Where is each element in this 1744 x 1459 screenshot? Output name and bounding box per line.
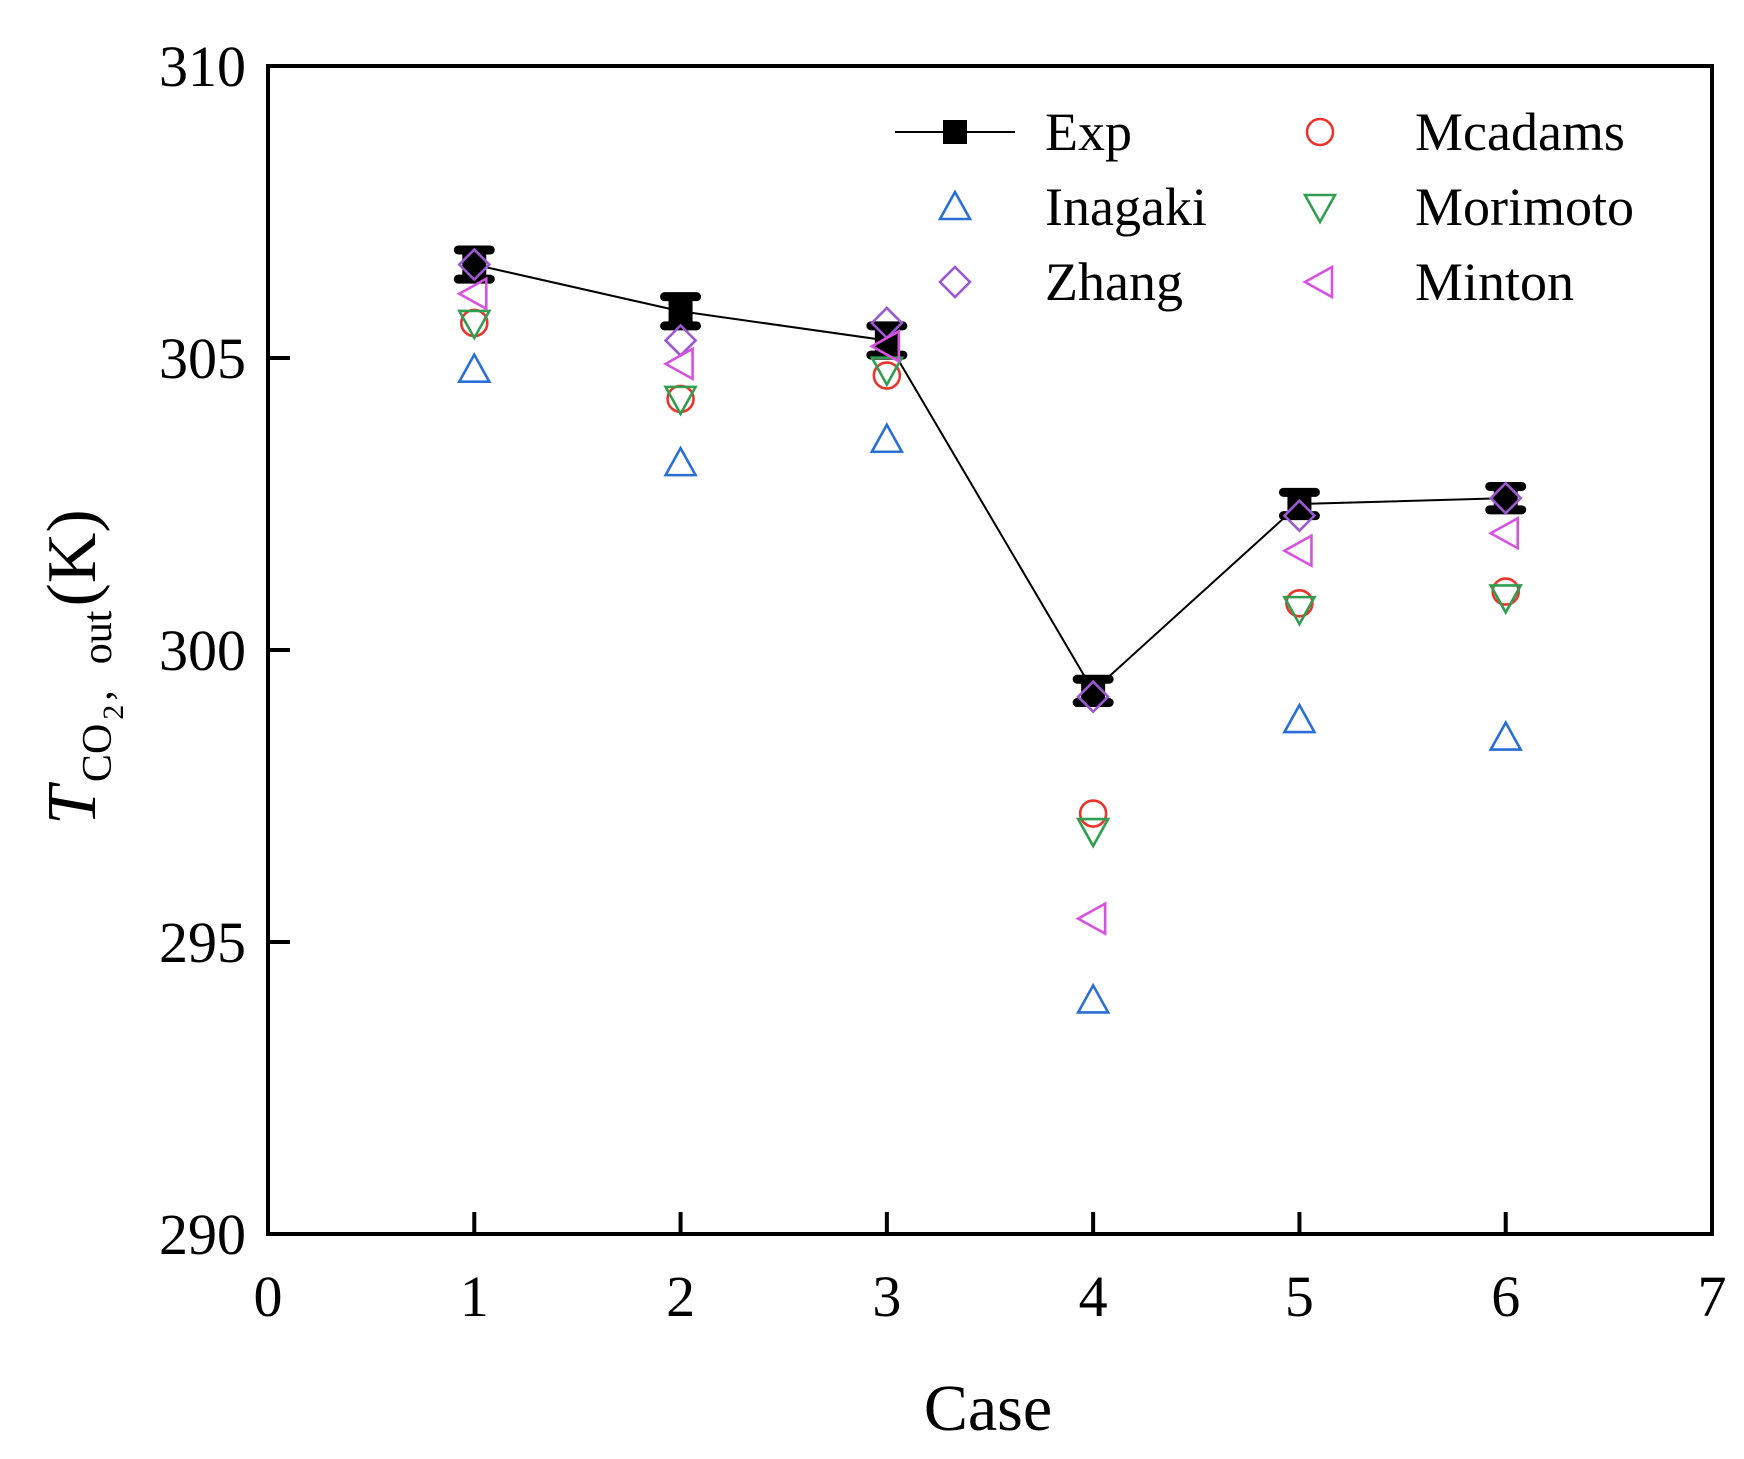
- legend-label: Exp: [1045, 102, 1132, 162]
- y-axis-title-unit: (K): [34, 509, 111, 606]
- data-point-inagaki: [1075, 982, 1111, 1014]
- data-point-zhang: [457, 247, 492, 282]
- plot-frame: [266, 64, 1714, 1236]
- series-inagaki: [457, 352, 1523, 1014]
- legend-label: Inagaki: [1045, 177, 1207, 237]
- x-tick-label: 7: [1698, 1264, 1727, 1329]
- data-point-inagaki: [663, 445, 698, 477]
- plot-marks: [453, 245, 1527, 1014]
- x-tick-label: 3: [872, 1264, 901, 1329]
- series-mcadams: [459, 308, 1521, 828]
- series-zhang: [457, 247, 1523, 714]
- y-axis-title-suffix: out: [75, 610, 121, 664]
- legend-item-inagaki: Inagaki: [937, 177, 1207, 237]
- legend-label: Zhang: [1045, 252, 1183, 312]
- legend-label: Minton: [1415, 252, 1574, 312]
- axes: 0 1 2 3 4 5 6 7 290 295 300 305 310: [159, 34, 1727, 1329]
- series-minton: [456, 276, 1520, 936]
- y-axis-title-species: CO: [75, 724, 121, 782]
- data-point-exp: [1287, 492, 1312, 516]
- data-point-minton: [456, 276, 488, 311]
- axis-titles: Case T CO 2 , out (K): [34, 509, 1052, 1445]
- data-point-zhang: [1076, 679, 1110, 714]
- data-point-morimoto: [1282, 595, 1317, 627]
- y-tick-label: 295: [159, 910, 246, 975]
- data-point-minton: [1281, 533, 1313, 568]
- data-point-zhang: [1282, 498, 1317, 533]
- data-point-inagaki: [1282, 702, 1317, 734]
- x-tick-label: 6: [1491, 1264, 1520, 1329]
- data-point-mcadams: [1078, 799, 1108, 828]
- x-tick-label: 2: [666, 1264, 695, 1329]
- data-point-inagaki: [457, 352, 492, 383]
- legend-item-exp: Exp: [895, 102, 1132, 162]
- y-axis-title-index: 2: [97, 705, 130, 720]
- series-line-exp: [474, 263, 1506, 693]
- series-morimoto: [457, 309, 1523, 849]
- legend-item-morimoto: Morimoto: [1302, 177, 1634, 237]
- data-point-mcadams: [1285, 588, 1314, 618]
- y-axis-title-symbol: T: [34, 781, 111, 825]
- legend-marker-mcadams: [1305, 117, 1335, 147]
- data-point-morimoto: [1488, 584, 1523, 616]
- legend-label: Mcadams: [1415, 102, 1625, 162]
- series-exp: [453, 245, 1527, 708]
- x-tick-label: 0: [254, 1264, 283, 1329]
- data-point-zhang: [1488, 481, 1523, 515]
- data-point-exp: [668, 299, 693, 324]
- y-tick-label: 305: [159, 326, 246, 391]
- data-point-minton: [1075, 901, 1107, 936]
- y-tick-label: 300: [159, 618, 246, 683]
- data-point-morimoto: [1075, 817, 1111, 849]
- legend-marker-zhang: [938, 265, 972, 299]
- y-tick-label: 310: [159, 34, 246, 99]
- data-point-mcadams: [872, 361, 902, 390]
- legend-marker-minton: [1302, 264, 1334, 300]
- y-axis-title: T CO 2 , out (K): [34, 509, 130, 825]
- data-point-minton: [1488, 515, 1520, 551]
- x-tick-label: 5: [1285, 1264, 1314, 1329]
- legend-marker-morimoto: [1302, 193, 1338, 225]
- legend-item-mcadams: Mcadams: [1305, 102, 1625, 162]
- y-axis-title-separator: ,: [75, 690, 121, 701]
- legend-marker-inagaki: [937, 189, 973, 221]
- data-point-minton: [869, 329, 901, 364]
- data-point-minton: [662, 346, 694, 382]
- x-axis-title: Case: [924, 1372, 1052, 1445]
- x-tick-label: 1: [460, 1264, 489, 1329]
- data-point-inagaki: [869, 422, 905, 454]
- data-point-morimoto: [869, 356, 905, 388]
- data-point-inagaki: [1488, 719, 1523, 751]
- x-tick-label: 4: [1079, 1264, 1108, 1329]
- data-point-morimoto: [663, 385, 698, 417]
- legend: Exp Mcadams Inagaki Morimoto Zhang Minton: [895, 102, 1634, 312]
- legend-label: Morimoto: [1415, 177, 1634, 237]
- legend-item-zhang: Zhang: [938, 252, 1183, 312]
- legend-item-minton: Minton: [1302, 252, 1574, 312]
- y-tick-label: 290: [159, 1202, 246, 1267]
- data-point-mcadams: [1491, 577, 1521, 606]
- legend-marker-exp: [943, 120, 967, 144]
- data-point-morimoto: [457, 309, 492, 341]
